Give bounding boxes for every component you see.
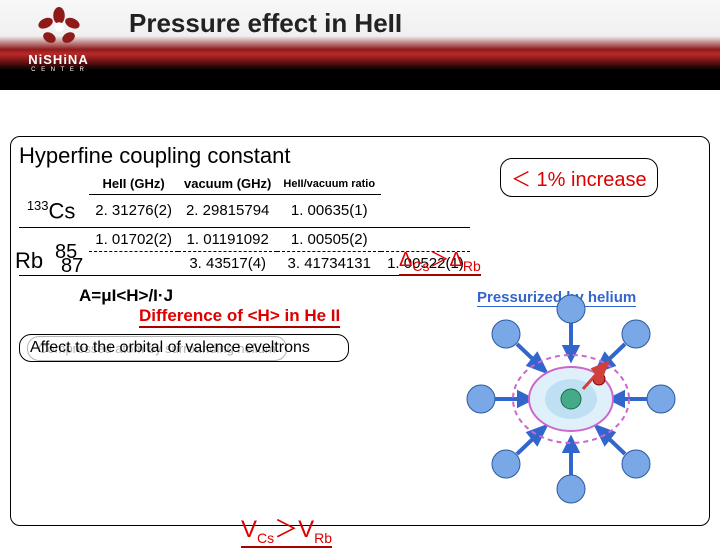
logo-flower-icon [36,6,82,50]
header: NiSHiNA C E N T E R Pressure effect in H… [0,0,720,90]
note-affect: Affect to the orbital of valence eveltro… [19,334,349,362]
v-ratio: VCs＞VRb [241,509,332,548]
page-title: Pressure effect in HeII [129,8,402,39]
rb-label: Rb [15,248,43,274]
col-ratio: HeII/vacuum ratio [277,173,381,195]
table-row: 133Cs 2. 31276(2) 2. 29815794 1. 00635(1… [19,195,470,228]
delta-line: ΔCs＞ΔRb [399,243,481,276]
col-heii: HeII (GHz) [89,173,178,195]
logo: NiSHiNA C E N T E R [6,6,111,90]
increase-bubble: ＜ 1% increase [500,158,658,197]
atom-diagram [451,289,691,507]
logo-text: NiSHiNA [28,52,88,67]
logo-subtext: C E N T E R [31,67,86,73]
col-vacuum: vacuum (GHz) [178,173,277,195]
